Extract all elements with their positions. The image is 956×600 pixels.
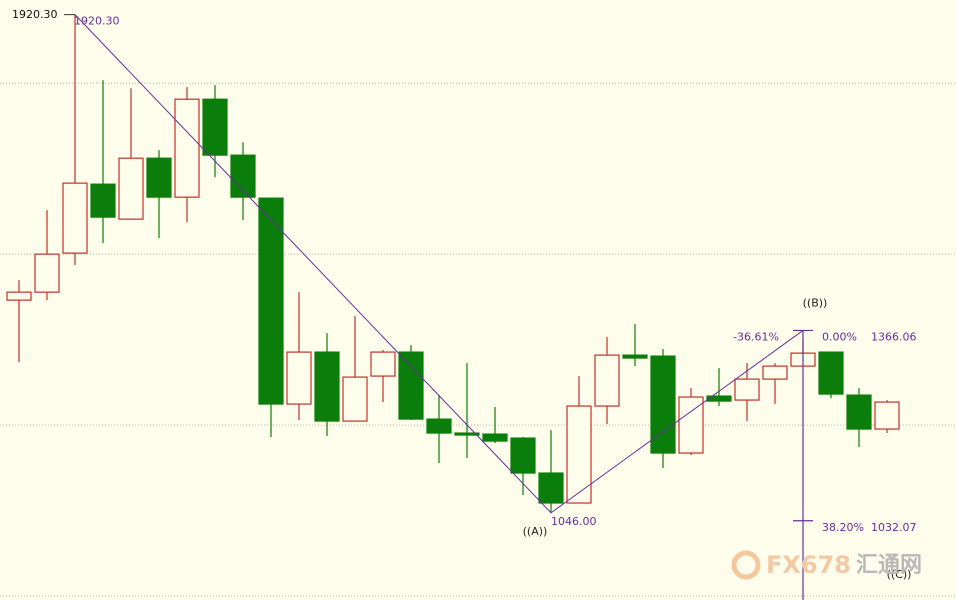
fib-level-price: 1032.07 [871,521,917,534]
candle-body [62,182,88,254]
candle-body [258,197,284,405]
candle-body [678,396,704,454]
watermark: 汇通网 [856,553,922,578]
watermark-logo [731,550,761,580]
candle-body [482,433,508,442]
wave-price: 1046.00 [551,515,597,528]
candle-body [6,291,32,301]
fib-level-label: 0.00% [822,330,857,343]
candle-body [706,395,732,402]
fib-retracement: -36.61% [733,330,779,343]
wave-label: ((A)) [523,525,548,538]
candle-body [874,401,900,430]
candle-body [510,437,536,474]
candle-body [118,157,144,220]
candle-body [202,98,228,156]
candle-body [594,354,620,407]
watermark: FX678 [766,551,851,579]
candle-body [370,351,396,377]
candle-body [538,472,564,504]
candle-body [90,183,116,218]
candle-body [846,394,872,430]
wave-line [74,14,804,514]
wave-price: 1920.30 [74,15,120,28]
candle-body [734,378,760,401]
candle-body [650,355,676,454]
candle-body [762,365,788,380]
candle-body [342,376,368,422]
candle-body [566,405,592,504]
candle-body [622,354,648,359]
candle-body [454,432,480,436]
candle-body [398,351,424,420]
wave-label: ((C)) [887,568,912,581]
candle-body [146,157,172,198]
candle-body [34,253,60,293]
price-tag: 1920.30 [12,8,58,21]
wave-label: ((B)) [803,296,828,309]
price-tag-box [8,6,64,24]
fib-level-price: 1366.06 [871,330,917,343]
candle-body [426,418,452,434]
fib-level-label: 38.20% [822,521,864,534]
candle-body [818,351,844,395]
candle-body [286,351,312,405]
candle-body [314,351,340,422]
candle-body [174,98,200,198]
